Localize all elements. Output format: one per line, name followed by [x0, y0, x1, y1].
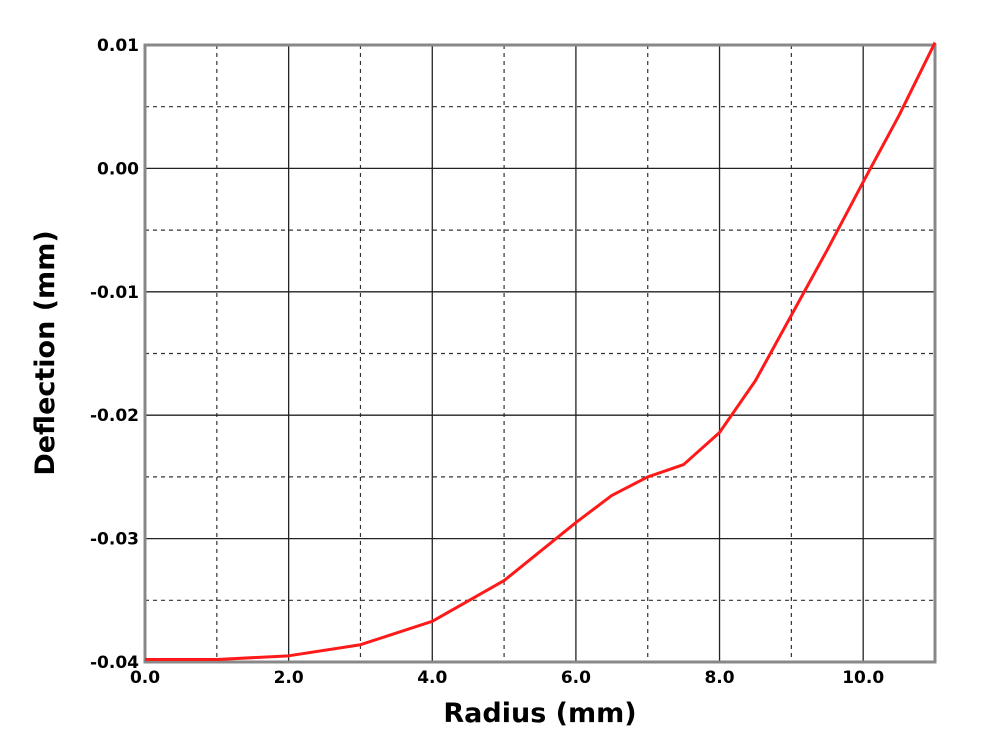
x-tick-label: 4.0 — [417, 668, 447, 688]
y-tick-label: -0.04 — [90, 653, 139, 673]
x-tick-label: 2.0 — [274, 668, 304, 688]
plot-frame — [143, 43, 937, 664]
y-tick-label: 0.01 — [97, 36, 139, 56]
x-axis-title: Radius (mm) — [443, 698, 636, 729]
y-tick-label: -0.01 — [90, 283, 139, 303]
x-tick-label: 6.0 — [561, 668, 591, 688]
data-line — [145, 41, 937, 662]
y-tick-label: -0.03 — [90, 530, 139, 550]
x-tick-label: 10.0 — [842, 668, 884, 688]
y-axis-title: Deflection (mm) — [30, 230, 61, 475]
x-tick-label: 8.0 — [704, 668, 734, 688]
x-tick-label: 0.0 — [130, 668, 160, 688]
y-tick-label: -0.02 — [90, 406, 139, 426]
y-tick-label: 0.00 — [97, 159, 139, 179]
